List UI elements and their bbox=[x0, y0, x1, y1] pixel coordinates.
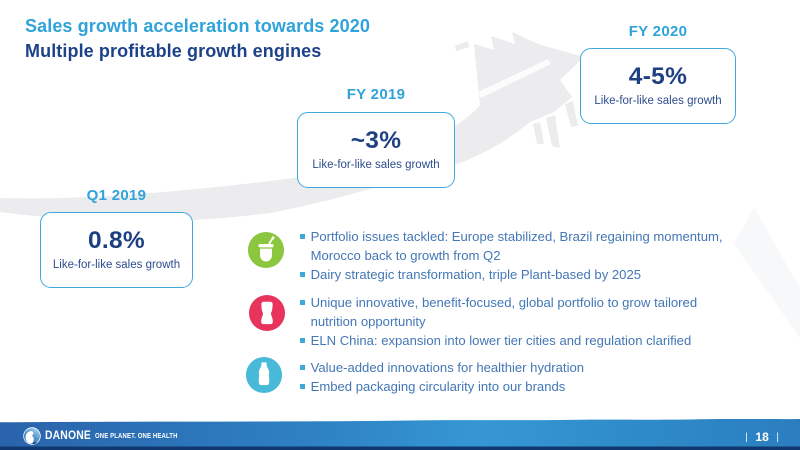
slide-title: Sales growth acceleration towards 2020 bbox=[25, 16, 370, 36]
metric-period-label: FY 2019 bbox=[346, 86, 406, 103]
bullet-text: Dairy strategic transformation, triple P… bbox=[310, 267, 642, 282]
metric-caption: Like-for-like sales growth bbox=[52, 259, 181, 271]
bullet-line: Unique innovative, benefit-focused, glob… bbox=[300, 293, 740, 312]
metric-box: 0.8% Like-for-like sales growth bbox=[40, 212, 193, 288]
bullet-marker bbox=[300, 234, 305, 239]
bullet-list-nutrition: Unique innovative, benefit-focused, glob… bbox=[300, 293, 740, 350]
yogurt-cup-glyph bbox=[258, 236, 275, 262]
bullet-line: ELN China: expansion into lower tier cit… bbox=[300, 331, 740, 350]
bullet-line: nutrition opportunity bbox=[300, 312, 740, 331]
bullet-list-water: Value-added innovations for healthier hy… bbox=[300, 358, 740, 396]
page-number-value: 18 bbox=[755, 430, 769, 444]
water-bottle-glyph bbox=[258, 362, 270, 386]
bullet-line: Embed packaging circularity into our bra… bbox=[300, 377, 740, 396]
bullet-marker bbox=[300, 272, 305, 277]
bullet-line: Morocco back to growth from Q2 bbox=[300, 246, 740, 265]
slide-subtitle: Multiple profitable growth engines bbox=[25, 41, 322, 61]
page-number: | 18 | bbox=[745, 430, 779, 444]
title-block: Sales growth acceleration towards 2020 M… bbox=[25, 14, 370, 64]
danone-wordmark: DANONE bbox=[45, 430, 91, 442]
bullet-marker bbox=[300, 338, 305, 343]
metric-period-label: FY 2020 bbox=[628, 22, 688, 40]
bullet-marker bbox=[300, 384, 305, 389]
metric-period-label: Q1 2019 bbox=[86, 186, 147, 204]
logo-child-silhouette bbox=[25, 431, 34, 444]
footer-bar-wave bbox=[0, 419, 800, 450]
metric-box: ~3% Like-for-like sales growth bbox=[297, 111, 455, 188]
bullet-text: Embed packaging circularity into our bra… bbox=[310, 379, 566, 394]
danone-logo bbox=[23, 427, 41, 445]
nutrition-bottle-glyph bbox=[261, 301, 273, 325]
metric-caption: Like-for-like sales growth bbox=[594, 95, 722, 107]
bullet-text: Value-added innovations for healthier hy… bbox=[310, 360, 585, 375]
footer-bar: DANONE ONE PLANET. ONE HEALTH | 18 | bbox=[0, 414, 800, 450]
page-number-divider: | bbox=[776, 431, 779, 443]
bullet-marker bbox=[300, 300, 305, 305]
bullet-text: nutrition opportunity bbox=[310, 314, 426, 329]
logo-dark-notch bbox=[32, 442, 37, 445]
background-band bbox=[734, 208, 800, 338]
yogurt-cup-icon bbox=[247, 231, 285, 269]
metric-value: 0.8% bbox=[87, 227, 146, 254]
bullet-text: Morocco back to growth from Q2 bbox=[310, 248, 501, 263]
bullet-line: Value-added innovations for healthier hy… bbox=[300, 358, 740, 377]
footer-navy-strip bbox=[0, 446, 800, 450]
bullet-text: Unique innovative, benefit-focused, glob… bbox=[310, 295, 698, 310]
metric-fy-2020: FY 2020 4-5% Like-for-like sales growth bbox=[580, 22, 736, 124]
metric-value: ~3% bbox=[350, 126, 402, 154]
water-bottle-icon bbox=[245, 356, 283, 394]
metric-q1-2019: Q1 2019 0.8% Like-for-like sales growth bbox=[40, 186, 193, 288]
metric-fy-2019: FY 2019 ~3% Like-for-like sales growth bbox=[297, 86, 455, 188]
bullet-marker bbox=[300, 365, 305, 370]
metric-box: 4-5% Like-for-like sales growth bbox=[580, 48, 736, 124]
footer-bar-background bbox=[0, 419, 800, 450]
bullet-list-growth: Portfolio issues tackled: Europe stabili… bbox=[300, 227, 740, 284]
bullet-text: Portfolio issues tackled: Europe stabili… bbox=[310, 229, 723, 244]
bullet-line: Portfolio issues tackled: Europe stabili… bbox=[300, 227, 740, 246]
metric-value: 4-5% bbox=[628, 63, 688, 90]
footer-tagline: ONE PLANET. ONE HEALTH bbox=[95, 432, 178, 440]
grey-swoosh-highlight bbox=[478, 59, 551, 98]
nutrition-bottle-icon bbox=[248, 294, 286, 332]
page-number-divider: | bbox=[745, 431, 748, 443]
bullet-line: Dairy strategic transformation, triple P… bbox=[300, 265, 740, 284]
metric-caption: Like-for-like sales growth bbox=[312, 158, 440, 171]
bullet-text: ELN China: expansion into lower tier cit… bbox=[310, 333, 692, 348]
